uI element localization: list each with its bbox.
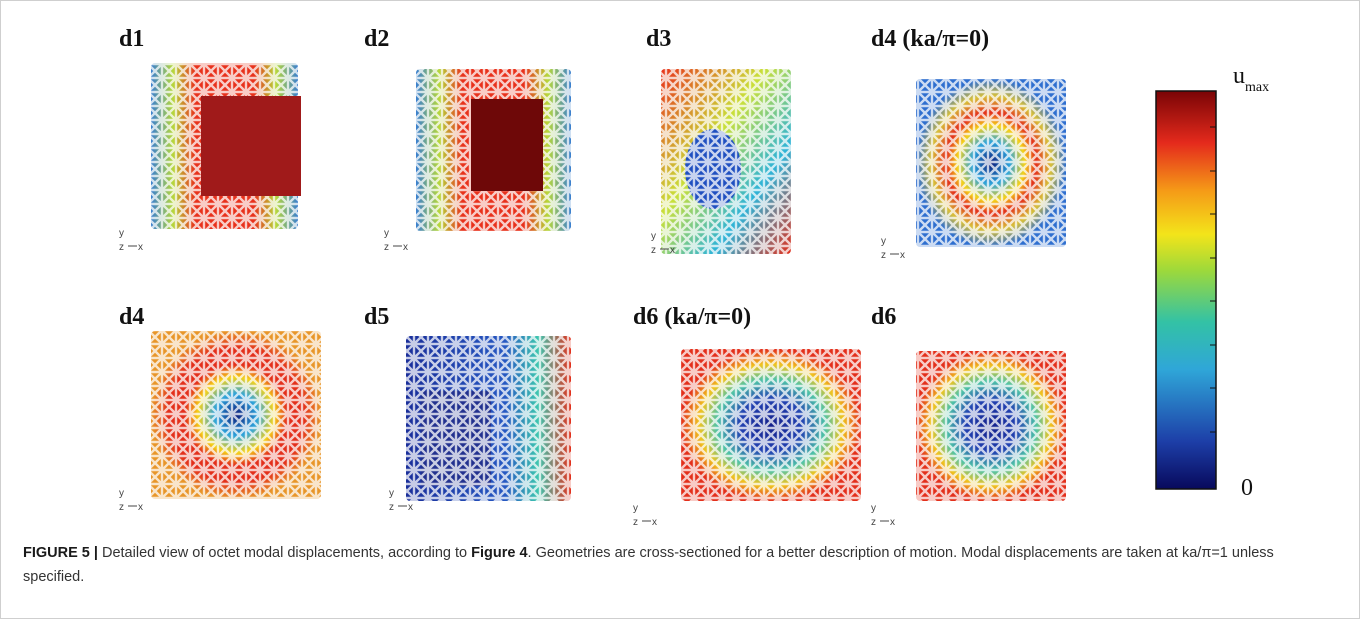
colorbar-max: umax [1233,63,1269,95]
lattice [681,349,861,501]
axis-z: z [384,242,389,253]
lattice [151,96,201,196]
axis-y: y [119,228,124,239]
axis-x: x [670,245,675,256]
caption: FIGURE 5 | Detailed view of octet modal … [23,545,1274,585]
lattice [151,196,298,229]
lattice [916,79,1066,247]
axis-y: y [119,488,124,499]
panel: d4 yz x [119,304,321,513]
lattice [661,69,791,254]
axis-x: x [138,242,143,253]
panel-label: d6 (ka/π=0) [633,304,751,330]
axis-y: y [384,228,389,239]
axis-y: y [389,488,394,499]
panel-label: d4 [119,304,144,330]
panel-core [201,96,301,196]
lattice [416,69,571,99]
axis-y: y [651,231,656,242]
axis-z: z [633,517,638,528]
axis-y: y [871,503,876,514]
axis-z: z [881,250,886,261]
axis-x: x [138,502,143,513]
axis-z: z [119,242,124,253]
panel-label: d6 [871,304,896,330]
panel: d6 yz x [871,304,1066,528]
colorbar-ticks [1210,126,1216,433]
lattice [406,336,571,501]
axis-z: z [119,502,124,513]
panel-label: d2 [364,26,389,52]
axis-x: x [900,250,905,261]
lattice [916,351,1066,501]
lattice [416,191,571,231]
panel: d1 yz x [119,26,301,253]
panel: d5 yz x [364,304,571,513]
panel: d2 yz x [364,26,571,253]
panel-label: d3 [646,26,671,52]
lattice [543,99,571,191]
axis-x: x [890,517,895,528]
panel: d6 (ka/π=0) yz x [633,304,861,528]
axis-x: x [403,242,408,253]
panel: d4 (ka/π=0) yz x [871,26,1066,261]
axis-y: y [881,236,886,247]
panel-label: d1 [119,26,144,52]
panel-label: d5 [364,304,389,330]
axis-x: x [652,517,657,528]
colorbar-min: 0 [1241,475,1253,501]
axis-y: y [633,503,638,514]
lattice [416,99,471,191]
panel-label: d4 (ka/π=0) [871,26,989,52]
panel: d3 yz x [646,26,791,256]
lattice [151,331,321,499]
axis-z: z [871,517,876,528]
axis-x: x [408,502,413,513]
lattice [151,63,298,96]
axis-z: z [389,502,394,513]
axis-z: z [651,245,656,256]
colorbar [1155,90,1217,490]
panel-core [471,99,543,191]
